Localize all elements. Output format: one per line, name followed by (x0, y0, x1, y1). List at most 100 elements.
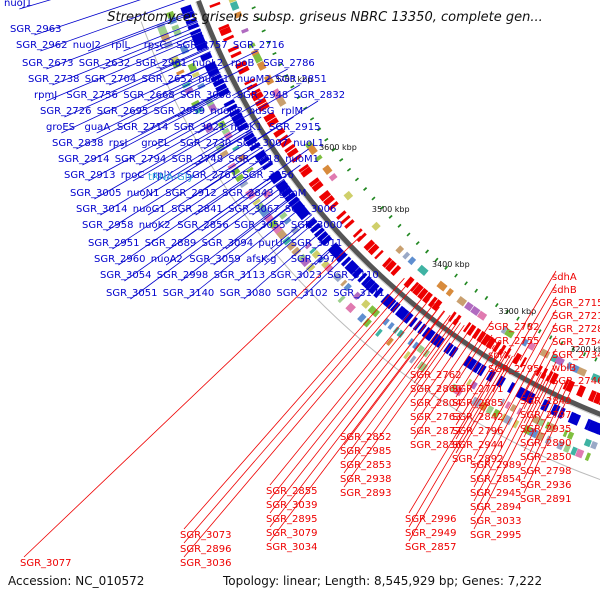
gene-label-forward: SGR_2726 (40, 106, 92, 117)
leader-line-forward (186, 204, 305, 300)
forward-gene (389, 301, 401, 313)
forward-gene (305, 217, 318, 229)
gene-label-forward: SGR_2786 (263, 58, 315, 69)
leader-line-forward (225, 108, 240, 118)
marker (494, 302, 499, 308)
kbp-tick-label: 3300 kbp (499, 307, 537, 316)
marker (309, 117, 315, 121)
leader-line-forward (315, 225, 322, 232)
gene-label-forward: nuoM2 (237, 74, 271, 85)
leader-line-forward (260, 147, 264, 150)
reverse-gene (519, 356, 528, 368)
kbp-tick-label: 3200 kbp (570, 345, 600, 354)
forward-gene (185, 17, 198, 26)
feature-segment (304, 140, 314, 149)
leader-line-reverse (487, 334, 493, 342)
feature-segment (566, 431, 575, 440)
forward-gene (228, 108, 241, 118)
leader-line-forward (252, 186, 291, 216)
reverse-gene (263, 111, 276, 123)
leader-line-forward (88, 100, 236, 182)
leader-line-forward (156, 104, 238, 150)
leader-line-reverse (473, 374, 547, 516)
feature-segment (229, 0, 240, 11)
gene-label-forward: SGR_2959 (154, 106, 206, 117)
reverse-gene (230, 50, 242, 59)
feature-segment (416, 344, 425, 354)
gene-label-forward: SGR_2757 (176, 40, 228, 51)
leader-line-forward (132, 116, 245, 182)
reverse-gene (422, 291, 433, 304)
leader-line-forward (195, 161, 273, 216)
gene-label-forward: SGR_2914 (58, 154, 110, 165)
feature-segment (268, 219, 279, 229)
marker (549, 335, 553, 340)
gene-label-forward: SGR_2794 (115, 154, 167, 165)
feature-segment (321, 260, 330, 269)
gene-label-reverse: SGR_2842 (452, 412, 504, 423)
feature-segment (163, 40, 174, 49)
gene-label-reverse: SGR_2836 (410, 440, 462, 451)
leader-line-forward (87, 10, 194, 52)
leader-line-forward (94, 113, 243, 200)
gene-label-forward: rplM (281, 106, 303, 117)
gene-label-reverse: SGR_2782 (488, 322, 540, 333)
reverse-gene (251, 91, 264, 102)
leader-line-reverse (343, 314, 451, 460)
gene-label-forward: SGR_3008 (180, 90, 232, 101)
marker (444, 265, 449, 270)
leader-line-forward (153, 154, 268, 232)
gene-label-reverse: SGR_2763 (410, 412, 462, 423)
marker (397, 223, 402, 228)
gene-label-reverse: SGR_2798 (520, 466, 572, 477)
leader-line-forward (195, 130, 253, 166)
gene-label-forward: SGR_2632 (79, 58, 131, 69)
leader-line-forward (34, 0, 141, 36)
gene-label-reverse: SGR_2860 (410, 384, 462, 395)
gene-label-forward: SGR_2961 (136, 58, 188, 69)
forward-gene (288, 196, 300, 207)
leader-line-reverse (343, 318, 456, 474)
gene-label-forward: SGR_3006 (285, 204, 337, 215)
gene-label-reverse: SGR_3034 (266, 542, 318, 553)
feature-segment (179, 44, 190, 55)
gene-label-forward: SGR_2962 (16, 40, 68, 51)
leader-line-forward (264, 220, 318, 266)
leader-line-reverse (455, 342, 491, 398)
gene-label-forward: SGR_3007 (237, 138, 289, 149)
reverse-gene (209, 1, 221, 9)
gene-label-reverse: sdhB (552, 285, 577, 296)
forward-gene (368, 282, 380, 295)
forward-gene (591, 421, 600, 435)
gene-label-reverse: SGR_2935 (520, 424, 572, 435)
leader-line-forward (282, 164, 301, 178)
feature-segment (563, 443, 572, 453)
leader-line-reverse (455, 352, 508, 440)
leader-line-forward (189, 149, 265, 200)
reverse-gene (218, 23, 230, 31)
feature-segment (191, 99, 201, 108)
gene-label-reverse: SGR_2892 (452, 454, 504, 465)
feature-segment (235, 173, 245, 183)
gene-label-forward: SGR_2695 (97, 106, 149, 117)
leader-line-reverse (269, 294, 425, 486)
feature-segment (417, 361, 428, 373)
gene-label-forward: afsK-g (246, 254, 276, 265)
leader-line-reverse (408, 351, 506, 514)
forward-gene (291, 200, 304, 212)
marker (582, 352, 587, 357)
leader-line-forward (294, 242, 337, 282)
marker (324, 137, 329, 142)
leader-line-reverse (491, 344, 495, 350)
gene-label-forward: rpsC (144, 40, 167, 51)
leader-line-forward (165, 128, 252, 182)
gene-label-forward: SGR_2714 (117, 122, 168, 133)
gene-label-reverse: SGR_2754 (552, 337, 600, 348)
reverse-gene (328, 201, 339, 211)
feature-segment (395, 245, 405, 255)
gene-label-forward: nuoJ2 (73, 40, 101, 51)
leader-line-forward (121, 69, 220, 118)
forward-gene (515, 386, 526, 399)
forward-gene (313, 227, 325, 238)
